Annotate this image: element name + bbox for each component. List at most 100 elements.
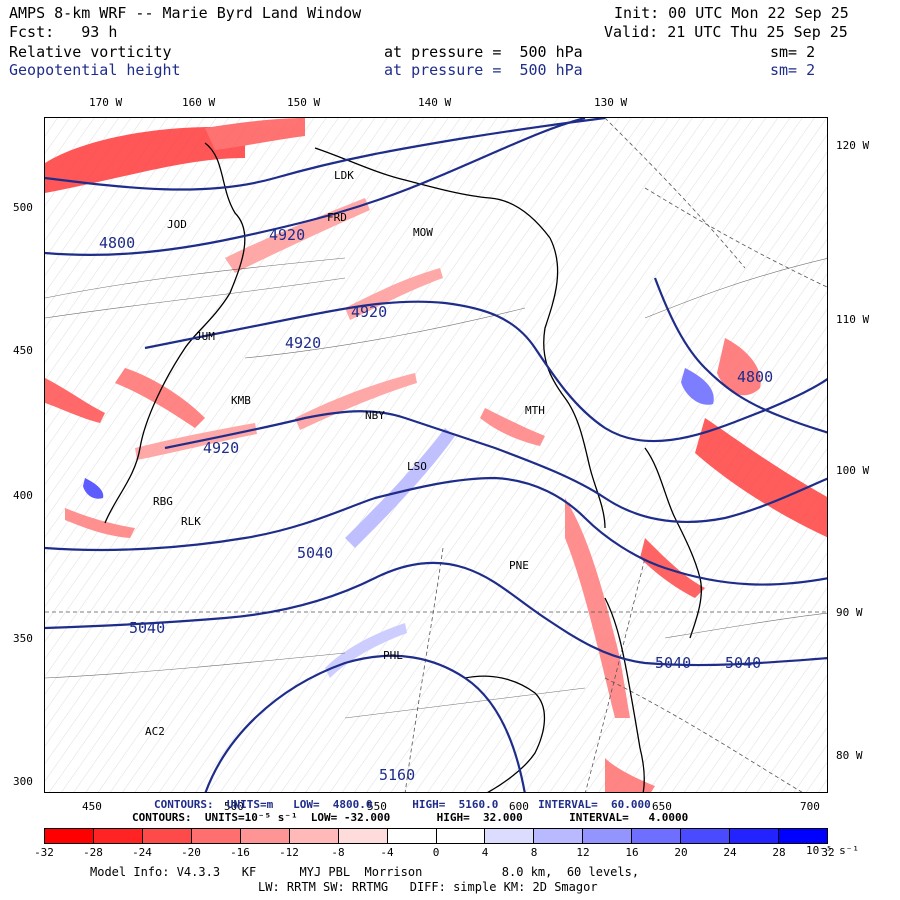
field1-name: Relative vorticity — [9, 43, 172, 61]
station-phl: PHL — [383, 649, 403, 662]
height-label: 4920 — [203, 439, 240, 457]
right-tick: 100 W — [836, 464, 870, 477]
colorbar-label: -16 — [230, 846, 250, 859]
colorbar-cell — [289, 829, 339, 843]
colorbar-cell — [485, 829, 535, 843]
colorbar-cell — [191, 829, 241, 843]
station-lso: LSO — [407, 460, 427, 473]
forecast-hour: Fcst: 93 h — [9, 23, 118, 41]
init-time: Init: 00 UTC Mon 22 Sep 25 — [614, 4, 849, 22]
left-tick: 500 — [13, 201, 33, 214]
right-tick: 90 W — [836, 606, 863, 619]
colorbar-label: -20 — [181, 846, 201, 859]
station-mth: MTH — [525, 404, 545, 417]
height-label: 5040 — [297, 544, 334, 562]
colorbar-label: 12 — [576, 846, 590, 859]
colorbar-label: 0 — [432, 846, 440, 859]
bottom-tick: 650 — [652, 800, 672, 813]
height-label: 4920 — [269, 226, 306, 244]
positive-vorticity-shading — [83, 368, 714, 678]
colorbar-label: 20 — [674, 846, 688, 859]
bottom-tick: 450 — [82, 800, 102, 813]
field2-sm: sm= 2 — [770, 61, 816, 79]
vorticity-contour-info: CONTOURS: UNITS=10⁻⁵ s⁻¹ LOW= -32.000 HI… — [132, 811, 689, 824]
colorbar-cell — [632, 829, 682, 843]
vorticity-contours — [45, 257, 827, 719]
right-tick: 120 W — [836, 139, 870, 152]
colorbar-label: 16 — [625, 846, 639, 859]
station-nby: NBY — [365, 409, 385, 422]
field1-sm: sm= 2 — [770, 43, 816, 61]
colorbar-label: -28 — [83, 846, 103, 859]
height-contour-info: CONTOURS: UNITS=m LOW= 4800.0 HIGH= 5160… — [154, 798, 651, 811]
negative-vorticity-shading — [45, 118, 827, 792]
field2-level: at pressure = 500 hPa — [384, 61, 583, 79]
colorbar-label: 24 — [723, 846, 737, 859]
right-tick: 110 W — [836, 313, 870, 326]
top-tick: 150 W — [287, 96, 321, 109]
colorbar-label: -12 — [279, 846, 299, 859]
height-label: 4800 — [737, 368, 774, 386]
station-ac2: AC2 — [145, 725, 165, 738]
colorbar-label: -24 — [132, 846, 152, 859]
height-label: 5040 — [725, 654, 762, 672]
top-tick: 140 W — [418, 96, 452, 109]
field2-name: Geopotential height — [9, 61, 181, 79]
height-contours — [45, 118, 827, 792]
colorbar-label: 32 — [821, 846, 835, 859]
colorbar-cell — [45, 829, 94, 843]
colorbar-unit: 10⁻⁵ s⁻¹ — [806, 844, 859, 857]
left-tick: 350 — [13, 632, 33, 645]
colorbar-cell — [93, 829, 143, 843]
left-tick: 300 — [13, 775, 33, 788]
colorbar-cell — [730, 829, 780, 843]
height-label: 5160 — [379, 766, 416, 784]
model-info-line2: LW: RRTM SW: RRTMG DIFF: simple KM: 2D S… — [258, 880, 598, 894]
colorbar-label: -4 — [380, 846, 394, 859]
colorbar-cell — [240, 829, 290, 843]
colorbar-cell — [338, 829, 388, 843]
height-label: 4920 — [351, 303, 388, 321]
height-label: 5040 — [655, 654, 692, 672]
top-tick: 160 W — [182, 96, 216, 109]
model-title: AMPS 8-km WRF -- Marie Byrd Land Window — [9, 4, 362, 22]
valid-time: Valid: 21 UTC Thu 25 Sep 25 — [604, 23, 848, 41]
colorbar-cell — [534, 829, 584, 843]
colorbar-label: 8 — [530, 846, 538, 859]
model-info-line1: Model Info: V4.3.3 KF MYJ PBL Morrison 8… — [90, 865, 640, 879]
height-label: 4920 — [285, 334, 322, 352]
field1-level: at pressure = 500 hPa — [384, 43, 583, 61]
station-rlk: RLK — [181, 515, 201, 528]
colorbar-cell — [436, 829, 486, 843]
coastline — [104, 142, 702, 792]
height-label: 4800 — [99, 234, 136, 252]
station-ldk: LDK — [334, 169, 354, 182]
bottom-tick: 700 — [800, 800, 820, 813]
colorbar — [44, 828, 828, 844]
height-label: 5040 — [129, 619, 166, 637]
bottom-tick: 500 — [224, 800, 244, 813]
vorticity-map — [45, 118, 827, 792]
colorbar-label: 4 — [481, 846, 489, 859]
colorbar-cell — [779, 829, 827, 843]
top-tick: 130 W — [594, 96, 628, 109]
colorbar-label: 28 — [772, 846, 786, 859]
left-tick: 450 — [13, 344, 33, 357]
station-jod: JOD — [167, 218, 187, 231]
left-tick: 400 — [13, 489, 33, 502]
colorbar-cell — [387, 829, 437, 843]
bottom-tick: 600 — [509, 800, 529, 813]
station-kmb: KMB — [231, 394, 251, 407]
map-panel: LDK FRD MOW JOD JUM KMB NBY MTH RBG RLK … — [44, 117, 828, 793]
colorbar-cell — [681, 829, 731, 843]
station-mow: MOW — [413, 226, 433, 239]
colorbar-label: -32 — [34, 846, 54, 859]
station-pne: PNE — [509, 559, 529, 572]
colorbar-cell — [583, 829, 633, 843]
bottom-tick: 550 — [367, 800, 387, 813]
top-tick: 170 W — [89, 96, 123, 109]
station-rbg: RBG — [153, 495, 173, 508]
colorbar-cell — [142, 829, 192, 843]
colorbar-label: -8 — [331, 846, 345, 859]
station-jum: JUM — [195, 330, 215, 343]
